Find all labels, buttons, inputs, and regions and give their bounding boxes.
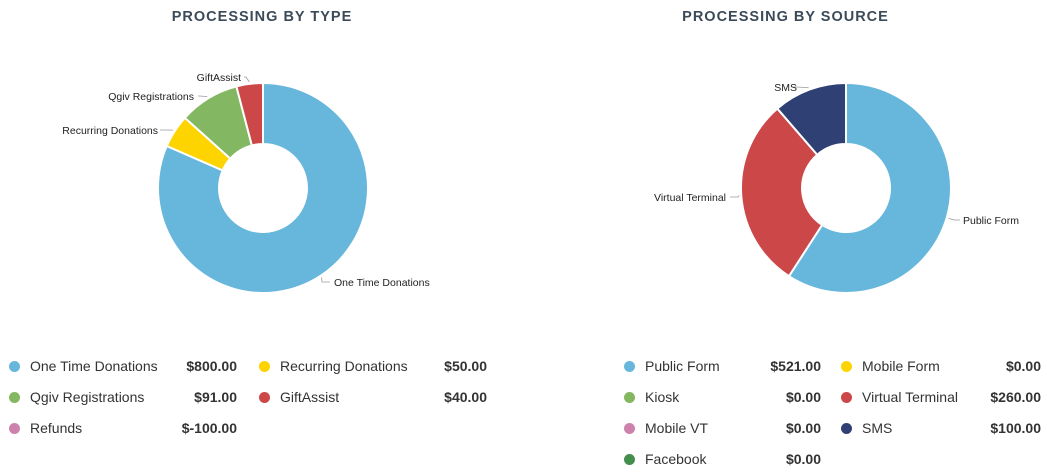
legend-item-virtual-terminal[interactable]: Virtual Terminal $260.00 (841, 387, 1041, 407)
legend-label: One Time Donations (30, 358, 158, 374)
legend-marker (624, 360, 635, 372)
slice-label-qgiv-registrations: Qgiv Registrations (108, 91, 194, 103)
leader-line-virtual-terminal (730, 195, 740, 198)
legend-value: $800.00 (186, 358, 237, 374)
legend-value: $-100.00 (181, 420, 237, 436)
legend-item-refunds[interactable]: Refunds $-100.00 (9, 418, 237, 438)
leader-line-qgiv-registrations (198, 95, 208, 98)
type-donut-chart: One Time Donations Recurring Donations Qgi… (62, 72, 430, 294)
slice-label-public-form: Public Form (963, 215, 1019, 227)
legend-item-public-form[interactable]: Public Form $521.00 (624, 356, 821, 376)
chart-title: PROCESSING BY SOURCE (682, 9, 889, 25)
legend-value: $0.00 (785, 420, 821, 436)
legend-value: $260.00 (990, 389, 1041, 405)
slice-label-recurring-donations: Recurring Donations (62, 125, 158, 137)
legend-value: $91.00 (194, 389, 237, 405)
slice-virtual-terminal[interactable] (740, 107, 824, 278)
processing-by-type-panel: PROCESSING BY TYPE One Time Donations Rec… (9, 9, 487, 438)
leader-line-giftassist (244, 76, 250, 83)
legend-label: Refunds (30, 420, 83, 436)
slice-label-virtual-terminal: Virtual Terminal (654, 192, 726, 204)
legend-label: Qgiv Registrations (30, 389, 145, 405)
leader-line-public-form (948, 217, 960, 221)
legend-label: Mobile Form (862, 358, 940, 374)
legend-item-kiosk[interactable]: Kiosk $0.00 (624, 387, 821, 407)
legend-marker (841, 360, 852, 372)
legend-value: $50.00 (444, 358, 487, 374)
leader-line-one-time-donations (321, 277, 330, 283)
legend-item-facebook[interactable]: Facebook $0.00 (624, 449, 821, 469)
legend-label: Kiosk (645, 389, 680, 405)
legend-value: $0.00 (785, 451, 821, 467)
legend-label: Virtual Terminal (862, 389, 958, 405)
legend-item-sms[interactable]: SMS $100.00 (841, 418, 1041, 438)
legend-label: Public Form (645, 358, 720, 374)
slice-one-time-donations[interactable] (157, 81, 369, 294)
legend-marker (259, 360, 270, 372)
slice-giftassist[interactable] (235, 81, 264, 147)
legend-item-mobile-form[interactable]: Mobile Form $0.00 (841, 356, 1041, 376)
legend-value: $0.00 (785, 389, 821, 405)
legend-item-recurring-donations[interactable]: Recurring Donations $50.00 (259, 356, 487, 376)
legend-marker (259, 391, 270, 403)
legend-label: GiftAssist (280, 389, 340, 405)
source-donut-chart: Public Form Virtual Terminal SMS (654, 81, 1019, 294)
legend-value: $521.00 (770, 358, 821, 374)
chart-title: PROCESSING BY TYPE (171, 9, 353, 25)
legend-item-one-time-donations[interactable]: One Time Donations $800.00 (9, 356, 237, 376)
legend-label: Recurring Donations (280, 358, 408, 374)
legend-value: $0.00 (1005, 358, 1041, 374)
legend-marker (9, 360, 20, 372)
legend-marker (624, 453, 635, 465)
legend-item-mobile-vt[interactable]: Mobile VT $0.00 (624, 418, 821, 438)
processing-by-source-panel: PROCESSING BY SOURCE Public Form Virtual … (524, 0, 1047, 473)
legend-label: Facebook (645, 451, 707, 467)
legend-marker (9, 422, 20, 434)
legend-value: $40.00 (444, 389, 487, 405)
slice-label-one-time-donations: One Time Donations (334, 277, 430, 289)
slice-public-form[interactable] (787, 81, 952, 294)
leader-line-sms (793, 86, 809, 89)
legend-marker (9, 391, 20, 403)
legend-marker (624, 391, 635, 403)
legend-label: SMS (862, 420, 893, 436)
legend-value: $100.00 (990, 420, 1041, 436)
slice-label-sms: SMS (774, 82, 797, 94)
legend-item-qgiv-registrations[interactable]: Qgiv Registrations $91.00 (9, 387, 237, 407)
legend-marker (841, 391, 852, 403)
legend-item-giftassist[interactable]: GiftAssist $40.00 (259, 387, 487, 407)
slice-sms[interactable] (775, 81, 847, 157)
legend-marker (841, 422, 852, 434)
legend-label: Mobile VT (645, 420, 709, 436)
slice-label-giftassist: GiftAssist (197, 72, 241, 84)
legend-marker (624, 422, 635, 434)
